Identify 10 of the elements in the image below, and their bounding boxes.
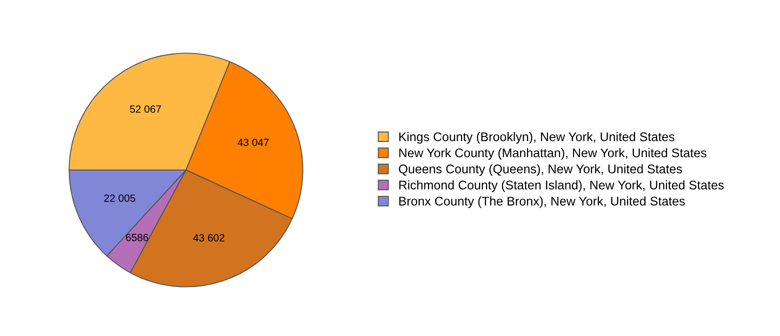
data-label: 43 047 — [238, 138, 269, 146]
legend-label: Bronx County (The Bronx), New York, United States — [399, 196, 685, 208]
legend-label: New York County (Manhattan), New York, United States — [399, 148, 706, 160]
data-label: 43 602 — [193, 234, 224, 242]
legend-label: Queens County (Queens), New York, United States — [398, 164, 682, 176]
legend-label: Richmond County (Staten Island), New York, United States — [399, 180, 724, 192]
data-label: 22 005 — [104, 194, 136, 202]
legend-label: Kings County (Brooklyn), New York, United States — [399, 132, 674, 144]
data-label: 6586 — [126, 234, 148, 242]
data-label: 52 067 — [130, 105, 161, 113]
